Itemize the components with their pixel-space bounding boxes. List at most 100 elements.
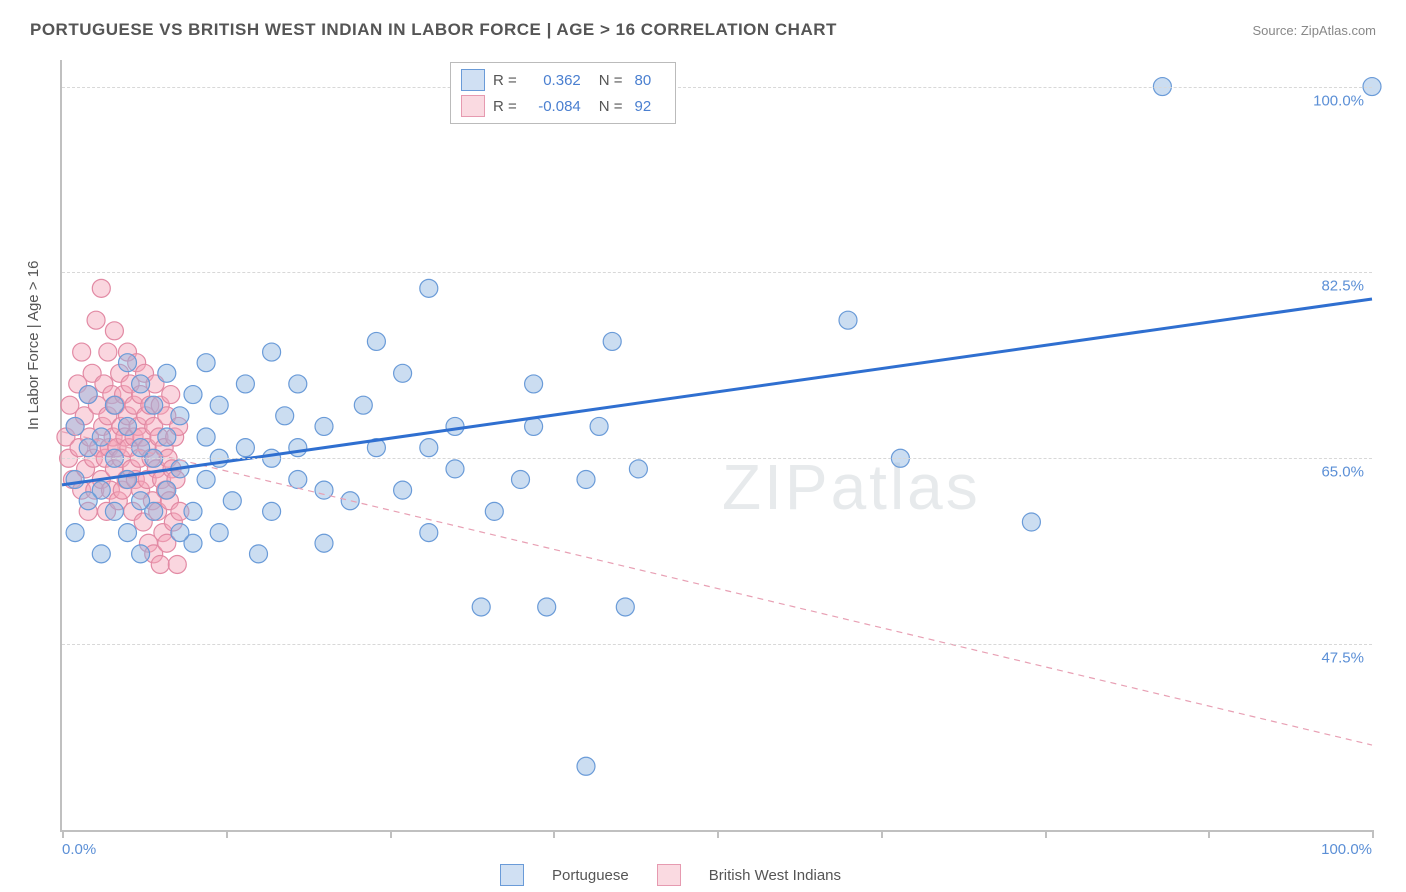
blue-data-point xyxy=(289,375,307,393)
legend-swatch-pink xyxy=(657,864,681,886)
blue-data-point xyxy=(315,417,333,435)
blue-data-point xyxy=(289,439,307,457)
blue-data-point xyxy=(79,492,97,510)
correlation-stats-box: R =0.362N =80R =-0.084N =92 xyxy=(450,62,676,124)
blue-data-point xyxy=(132,492,150,510)
blue-data-point xyxy=(197,428,215,446)
y-tick-label: 47.5% xyxy=(1321,650,1364,667)
blue-data-point xyxy=(171,524,189,542)
blue-data-point xyxy=(577,757,595,775)
blue-data-point xyxy=(79,386,97,404)
pink-trend-line xyxy=(62,432,1372,745)
y-axis-title: In Labor Force | Age > 16 xyxy=(25,261,42,430)
x-axis-min-label: 0.0% xyxy=(62,841,96,858)
series-legend: Portuguese British West Indians xyxy=(500,864,841,886)
chart-title: PORTUGUESE VS BRITISH WEST INDIAN IN LAB… xyxy=(30,20,837,40)
blue-data-point xyxy=(105,502,123,520)
x-tick xyxy=(226,830,228,838)
blue-data-point xyxy=(132,545,150,563)
blue-data-point xyxy=(236,375,254,393)
x-tick xyxy=(1372,830,1374,838)
blue-data-point xyxy=(289,471,307,489)
pink-data-point xyxy=(168,555,186,573)
legend-swatch-pink xyxy=(461,95,485,117)
gridline xyxy=(62,458,1372,459)
blue-data-point xyxy=(132,439,150,457)
x-tick xyxy=(717,830,719,838)
blue-data-point xyxy=(171,407,189,425)
blue-data-point xyxy=(512,471,530,489)
blue-data-point xyxy=(105,396,123,414)
x-tick xyxy=(62,830,64,838)
blue-data-point xyxy=(367,332,385,350)
x-axis-max-label: 100.0% xyxy=(1321,841,1372,858)
r-value: 0.362 xyxy=(525,72,581,89)
stats-row: R =-0.084N =92 xyxy=(461,93,665,119)
blue-data-point xyxy=(263,343,281,361)
blue-data-point xyxy=(210,524,228,542)
blue-data-point xyxy=(210,396,228,414)
y-tick-label: 82.5% xyxy=(1321,278,1364,295)
blue-data-point xyxy=(236,439,254,457)
blue-data-point xyxy=(485,502,503,520)
blue-data-point xyxy=(315,534,333,552)
blue-data-point xyxy=(1022,513,1040,531)
y-tick-label: 100.0% xyxy=(1313,92,1364,109)
blue-data-point xyxy=(616,598,634,616)
stats-row: R =0.362N =80 xyxy=(461,67,665,93)
blue-data-point xyxy=(119,417,137,435)
blue-data-point xyxy=(839,311,857,329)
n-label: N = xyxy=(599,98,623,115)
legend-label: Portuguese xyxy=(552,867,629,884)
blue-data-point xyxy=(420,524,438,542)
blue-data-point xyxy=(577,471,595,489)
pink-data-point xyxy=(99,343,117,361)
blue-data-point xyxy=(66,417,84,435)
blue-data-point xyxy=(538,598,556,616)
blue-data-point xyxy=(79,439,97,457)
blue-data-point xyxy=(525,375,543,393)
blue-data-point xyxy=(132,375,150,393)
pink-data-point xyxy=(162,386,180,404)
blue-data-point xyxy=(354,396,372,414)
pink-data-point xyxy=(87,311,105,329)
y-tick-label: 65.0% xyxy=(1321,464,1364,481)
gridline xyxy=(62,644,1372,645)
n-value: 80 xyxy=(635,72,665,89)
blue-data-point xyxy=(420,439,438,457)
blue-data-point xyxy=(446,460,464,478)
blue-data-point xyxy=(92,545,110,563)
blue-data-point xyxy=(394,481,412,499)
gridline xyxy=(62,87,1372,88)
blue-data-point xyxy=(197,471,215,489)
r-value: -0.084 xyxy=(525,98,581,115)
blue-data-point xyxy=(197,354,215,372)
blue-data-point xyxy=(263,502,281,520)
blue-data-point xyxy=(420,279,438,297)
blue-data-point xyxy=(603,332,621,350)
n-label: N = xyxy=(599,72,623,89)
blue-data-point xyxy=(66,471,84,489)
pink-data-point xyxy=(73,343,91,361)
blue-trend-line xyxy=(62,299,1372,485)
legend-label: British West Indians xyxy=(709,867,841,884)
blue-data-point xyxy=(250,545,268,563)
blue-data-point xyxy=(590,417,608,435)
blue-data-point xyxy=(184,386,202,404)
source-attribution: Source: ZipAtlas.com xyxy=(1252,23,1376,38)
r-label: R = xyxy=(493,98,517,115)
x-tick xyxy=(390,830,392,838)
chart-plot-area: ZIPatlas 0.0% 100.0% 47.5%65.0%82.5%100.… xyxy=(60,60,1372,832)
blue-data-point xyxy=(629,460,647,478)
x-tick xyxy=(1208,830,1210,838)
blue-data-point xyxy=(119,524,137,542)
blue-data-point xyxy=(119,354,137,372)
x-tick xyxy=(1045,830,1047,838)
x-tick xyxy=(881,830,883,838)
blue-data-point xyxy=(276,407,294,425)
blue-data-point xyxy=(158,481,176,499)
blue-data-point xyxy=(394,364,412,382)
blue-data-point xyxy=(145,396,163,414)
blue-data-point xyxy=(472,598,490,616)
legend-swatch-blue xyxy=(500,864,524,886)
